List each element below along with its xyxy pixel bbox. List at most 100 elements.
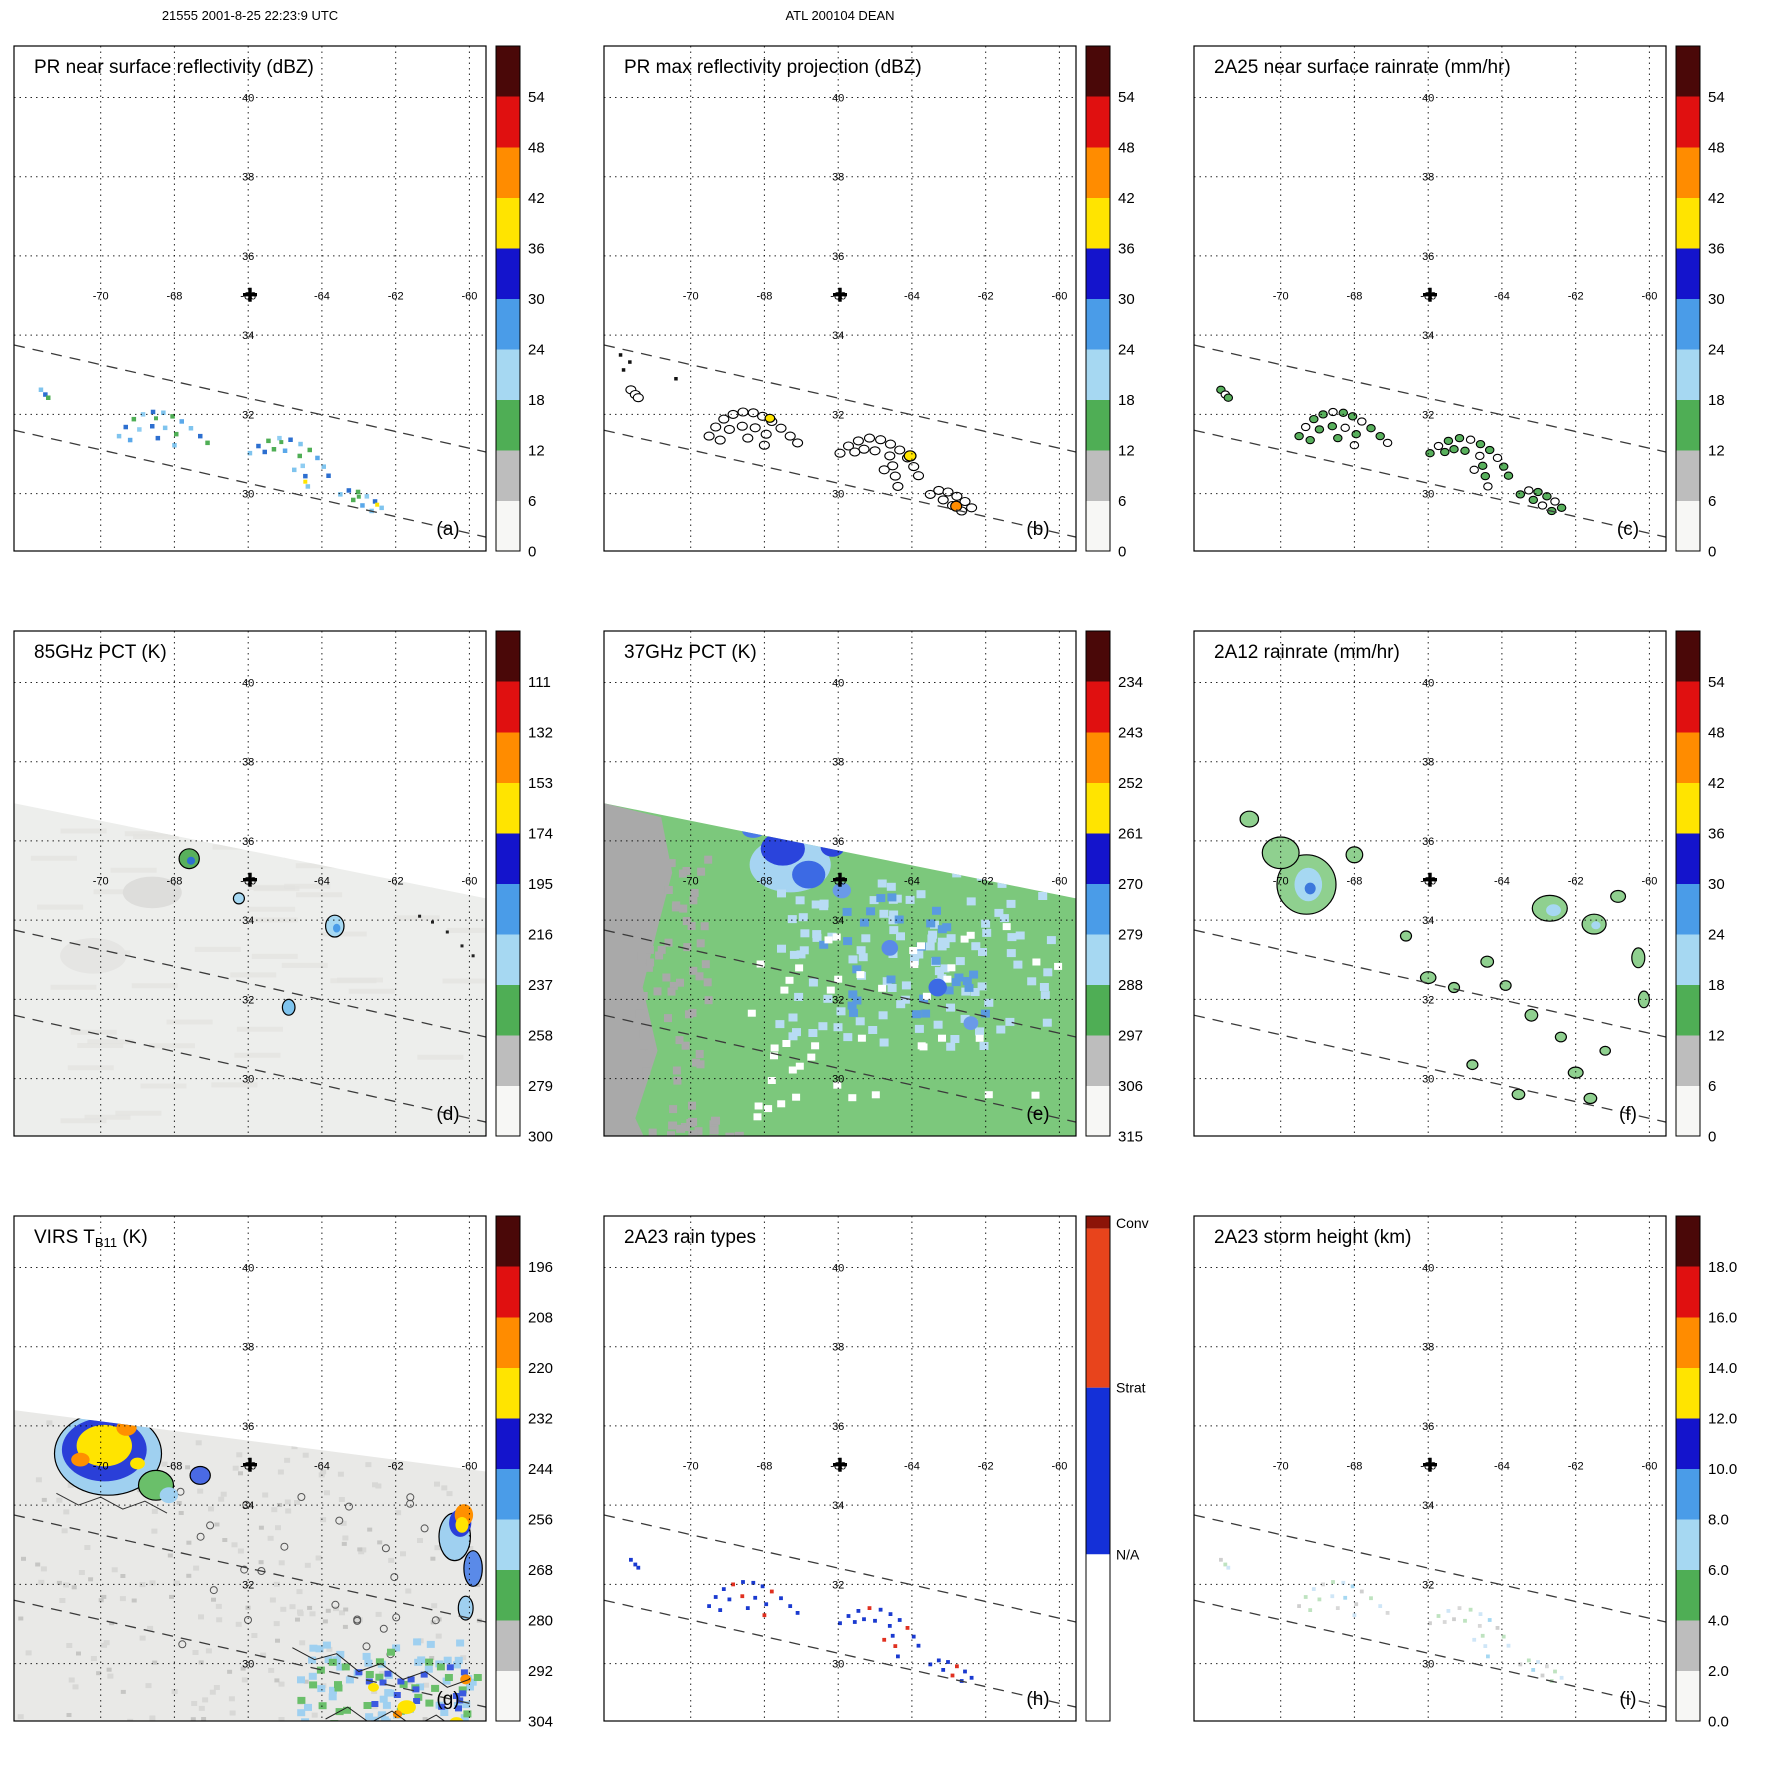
panel-d-border <box>13 630 487 1137</box>
data-blob <box>950 500 963 512</box>
colorbar-tick: 36 <box>1708 240 1725 257</box>
swath-edge-line <box>14 1014 486 1123</box>
lat-label: 40 <box>242 92 254 104</box>
colorbar-tick: 54 <box>1708 674 1725 691</box>
swath-edge-line <box>604 429 1076 538</box>
lon-label: -60 <box>1641 290 1657 302</box>
lat-label: 38 <box>832 1342 844 1354</box>
lat-label: 30 <box>242 1073 254 1085</box>
colorbar-tick: 6 <box>1708 1078 1716 1095</box>
colorbar-tick: 0 <box>1118 543 1126 560</box>
panel-h-letter: (h) <box>1026 1689 1049 1710</box>
panel-a-border <box>13 45 487 552</box>
lat-label: 32 <box>832 994 844 1006</box>
data-blob <box>449 1717 464 1721</box>
lat-label: 36 <box>242 1421 254 1433</box>
storm-center-marker <box>833 872 847 887</box>
data-blob <box>1480 955 1495 968</box>
colorbar-tick: 268 <box>528 1562 553 1579</box>
lat-label: 40 <box>1422 92 1434 104</box>
storm-center-marker <box>833 1457 847 1472</box>
lat-label: 36 <box>1422 836 1434 848</box>
lat-label: 30 <box>1422 488 1434 500</box>
colorbar-tick: 14.0 <box>1708 1360 1737 1377</box>
lat-label: 32 <box>832 409 844 421</box>
panel-f-border <box>1193 630 1667 1137</box>
panel-c-title: 2A25 near surface rainrate (mm/hr) <box>1214 57 1511 78</box>
colorbar-tick: 261 <box>1118 825 1143 842</box>
storm-center-marker <box>243 1457 257 1472</box>
colorbar-tick: 24 <box>1708 341 1725 358</box>
lon-label: -64 <box>904 1460 920 1472</box>
colorbar-tick: 6 <box>528 493 536 510</box>
panel-b-title: PR max reflectivity projection (dBZ) <box>624 57 922 78</box>
colorbar-tick: 36 <box>528 240 545 257</box>
panel-g-colorbar: 196 208 220 232 244 256 268 280 292 304 <box>495 1215 553 1730</box>
colorbar-tick: 54 <box>1118 89 1135 106</box>
storm-center-marker <box>1423 287 1437 302</box>
colorbar-tick: 42 <box>1708 775 1725 792</box>
raintype-label: Strat <box>1116 1380 1146 1396</box>
swath-edge-line <box>14 344 486 453</box>
colorbar-tick: 18 <box>1118 392 1135 409</box>
colorbar-tick: 244 <box>528 1461 553 1478</box>
lon-label: -68 <box>756 1460 772 1472</box>
lon-label: -64 <box>904 290 920 302</box>
colorbar-tick: 0.0 <box>1708 1713 1729 1730</box>
colorbar-tick: 279 <box>528 1078 553 1095</box>
data-blob <box>1447 981 1461 994</box>
swath-edge-line <box>604 1014 1076 1123</box>
colorbar-tick: 12 <box>1118 442 1135 459</box>
data-blob <box>186 856 196 865</box>
colorbar-tick: 24 <box>528 341 545 358</box>
panel-g-border <box>13 1215 487 1722</box>
lat-label: 40 <box>242 677 254 689</box>
data-blob <box>764 413 776 423</box>
colorbar-tick: 42 <box>1118 190 1135 207</box>
panel-i-title: 2A23 storm height (km) <box>1214 1227 1411 1248</box>
colorbar-tick: 0 <box>528 543 536 560</box>
colorbar-tick: 297 <box>1118 1027 1143 1044</box>
lat-label: 36 <box>242 836 254 848</box>
lat-label: 30 <box>1422 1073 1434 1085</box>
storm-center-marker <box>243 287 257 302</box>
colorbar-tick: 10.0 <box>1708 1461 1737 1478</box>
colorbar-tick: 2.0 <box>1708 1663 1729 1680</box>
data-blob <box>189 1465 211 1485</box>
panel-d-title: 85GHz PCT (K) <box>34 642 167 663</box>
lon-label: -68 <box>756 290 772 302</box>
lon-label: -60 <box>461 290 477 302</box>
raintype-label: Conv <box>1116 1215 1149 1231</box>
lon-label: -64 <box>1494 290 1510 302</box>
swath-edge-line <box>1194 929 1666 1038</box>
colorbar-tick: 111 <box>528 674 551 691</box>
lat-label: 40 <box>242 1262 254 1274</box>
colorbar-tick: 42 <box>528 190 545 207</box>
lon-label: -62 <box>1568 1460 1584 1472</box>
lat-label: 30 <box>1422 1658 1434 1670</box>
colorbar-tick: 216 <box>528 926 553 943</box>
colorbar-tick: 12.0 <box>1708 1410 1737 1427</box>
colorbar-tick: 195 <box>528 876 553 893</box>
lat-label: 34 <box>1422 330 1434 342</box>
panel-b-border <box>603 45 1077 552</box>
colorbar-tick: 258 <box>528 1027 553 1044</box>
colorbar-tick: 0 <box>1708 1128 1716 1145</box>
panel-f-title: 2A12 rainrate (mm/hr) <box>1214 642 1400 663</box>
colorbar-tick: 48 <box>1118 139 1135 156</box>
lon-label: -62 <box>1568 290 1584 302</box>
colorbar-tick: 42 <box>1708 190 1725 207</box>
colorbar-tick: 208 <box>528 1309 553 1326</box>
panel-i-colorbar: 18.0 16.0 14.0 12.0 10.0 8.0 6.0 4.0 2.0 0.0 <box>1675 1215 1737 1730</box>
colorbar-tick: 36 <box>1118 240 1135 257</box>
swath-edge-line <box>1194 429 1666 538</box>
lon-label: -64 <box>314 1460 330 1472</box>
colorbar-tick: 18 <box>1708 392 1725 409</box>
